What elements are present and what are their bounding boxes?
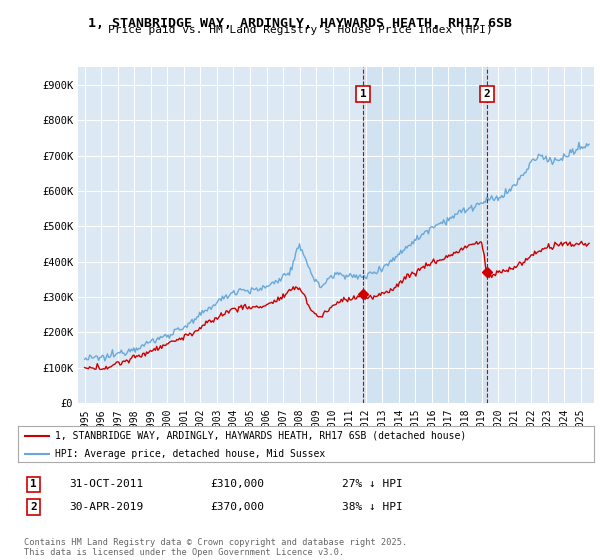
Text: 1: 1: [359, 89, 367, 99]
Text: £370,000: £370,000: [210, 502, 264, 512]
Text: Contains HM Land Registry data © Crown copyright and database right 2025.
This d: Contains HM Land Registry data © Crown c…: [24, 538, 407, 557]
Text: 1, STANBRIDGE WAY, ARDINGLY, HAYWARDS HEATH, RH17 6SB: 1, STANBRIDGE WAY, ARDINGLY, HAYWARDS HE…: [88, 17, 512, 30]
Text: 1: 1: [30, 479, 37, 489]
Text: 1, STANBRIDGE WAY, ARDINGLY, HAYWARDS HEATH, RH17 6SB (detached house): 1, STANBRIDGE WAY, ARDINGLY, HAYWARDS HE…: [55, 431, 467, 441]
Text: 38% ↓ HPI: 38% ↓ HPI: [342, 502, 403, 512]
Text: 31-OCT-2011: 31-OCT-2011: [69, 479, 143, 489]
Bar: [363, 67, 487, 403]
Text: 30-APR-2019: 30-APR-2019: [69, 502, 143, 512]
Text: 2: 2: [484, 89, 490, 99]
Text: £310,000: £310,000: [210, 479, 264, 489]
Text: Price paid vs. HM Land Registry's House Price Index (HPI): Price paid vs. HM Land Registry's House …: [107, 25, 493, 35]
Text: 27% ↓ HPI: 27% ↓ HPI: [342, 479, 403, 489]
Text: 2: 2: [30, 502, 37, 512]
Text: HPI: Average price, detached house, Mid Sussex: HPI: Average price, detached house, Mid …: [55, 449, 326, 459]
